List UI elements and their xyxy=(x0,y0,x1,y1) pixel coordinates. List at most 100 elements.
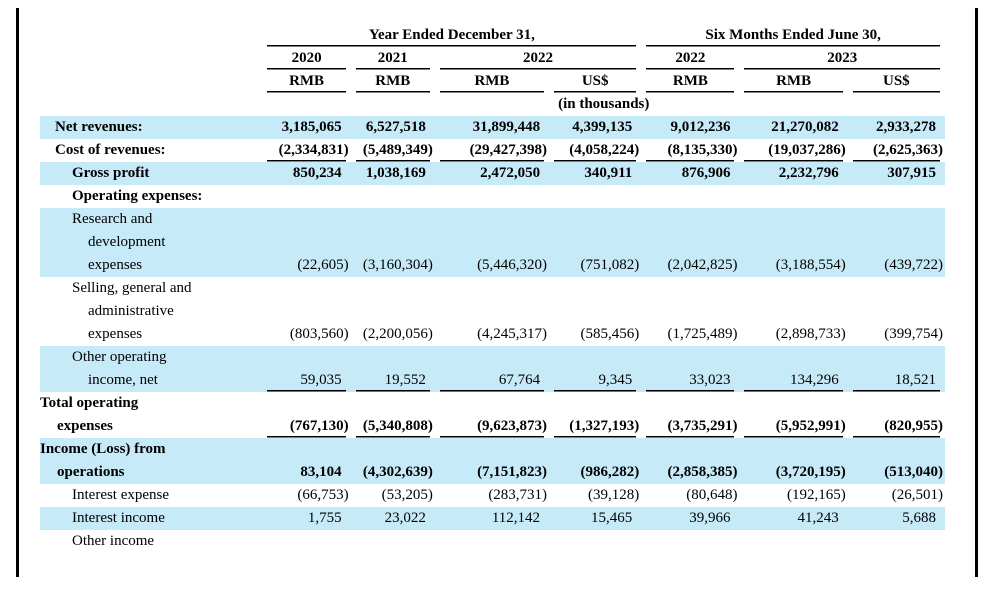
cell-value: (9,623,873) xyxy=(434,392,550,438)
table-row: Gross profit 850,234 1,038,169 2,472,050 340… xyxy=(40,162,945,185)
table-row: Other operating income, net 59,035 19,552 6… xyxy=(40,346,945,392)
cell-value: 876,906 xyxy=(681,165,731,181)
row-label: Cost of revenues: xyxy=(55,142,166,158)
cell-value xyxy=(435,185,549,208)
cell-value: (26,501) xyxy=(891,487,943,503)
cell-value xyxy=(848,185,945,208)
cell-value: 19,552 xyxy=(350,346,435,392)
cell-value: (986,282) xyxy=(580,464,640,480)
cell-value: 6,527,518 xyxy=(365,119,426,135)
cell-value: 307,915 xyxy=(887,165,936,181)
empty-corner-cell xyxy=(40,70,262,93)
cell-value: (4,302,639) xyxy=(362,464,433,480)
cell-value: 134,296 xyxy=(739,346,848,392)
year-header: 2023 xyxy=(739,47,945,70)
row-label: Interest income xyxy=(72,510,165,526)
cell-value: 83,104 xyxy=(300,464,342,480)
cell-value xyxy=(641,185,739,208)
row-label: Selling, general and administrative expe… xyxy=(72,280,192,342)
cell-value: (3,160,304) xyxy=(362,257,433,273)
table-row: Interest expense (66,753) (53,205) (283,731… xyxy=(40,484,945,507)
cell-value: (5,340,808) xyxy=(350,392,435,438)
table-row: Research and development expenses (22,605… xyxy=(40,208,945,277)
year-header: 2022 xyxy=(434,47,642,70)
cell-value: 39,966 xyxy=(689,510,731,526)
row-label: Other operating income, net xyxy=(72,349,167,388)
table-row: Other income xyxy=(40,530,945,553)
cell-value: (66,753) xyxy=(297,487,349,503)
currency-header: US$ xyxy=(549,70,642,93)
cell-value: 112,142 xyxy=(491,510,541,526)
cell-value: (439,722) xyxy=(884,257,943,273)
cell-value: (2,898,733) xyxy=(775,326,846,342)
cell-value: (751,082) xyxy=(580,257,640,273)
col-group-six-months-june-30: Six Months Ended June 30, xyxy=(641,24,945,47)
cell-value: 2,472,050 xyxy=(480,165,541,181)
currency-header-row: RMB RMB RMB US$ RMB RMB US$ xyxy=(40,70,945,93)
cell-value: (803,560) xyxy=(289,326,349,342)
cell-value: 67,764 xyxy=(434,346,550,392)
financial-results-table: Year Ended December 31, Six Months Ended… xyxy=(40,24,945,553)
cell-value: 23,022 xyxy=(384,510,426,526)
cell-value xyxy=(351,530,435,553)
table-header: Year Ended December 31, Six Months Ended… xyxy=(40,24,945,116)
cell-value: (2,200,056) xyxy=(362,326,433,342)
cell-value xyxy=(435,530,549,553)
cell-value xyxy=(739,530,847,553)
row-label: Total operating expenses xyxy=(40,395,139,434)
cell-value: 31,899,448 xyxy=(472,119,541,135)
cell-value: (80,648) xyxy=(686,487,738,503)
currency-header: RMB xyxy=(739,70,848,93)
cell-value: (1,327,193) xyxy=(549,392,642,438)
table-row: Selling, general and administrative expe… xyxy=(40,277,945,346)
cell-value: (767,130) xyxy=(262,392,351,438)
cell-value xyxy=(351,185,435,208)
cell-value: 15,465 xyxy=(591,510,633,526)
row-label: Gross profit xyxy=(72,165,150,181)
cell-value: (8,135,330) xyxy=(641,139,740,162)
row-label: Net revenues: xyxy=(55,119,143,135)
period-group-row: Year Ended December 31, Six Months Ended… xyxy=(40,24,945,47)
table-row: Operating expenses: xyxy=(40,185,945,208)
cell-value: 3,185,065 xyxy=(281,119,342,135)
cell-value: (820,955) xyxy=(847,392,945,438)
cell-value: 4,399,135 xyxy=(572,119,633,135)
cell-value: (192,165) xyxy=(786,487,846,503)
cell-value xyxy=(848,530,945,553)
empty-corner-cell xyxy=(40,24,262,47)
row-label: Interest expense xyxy=(72,487,170,503)
table-row: Interest income 1,755 23,022 112,142 15,465 3… xyxy=(40,507,945,530)
cell-value: 1,038,169 xyxy=(365,165,426,181)
cell-value: 59,035 xyxy=(262,346,351,392)
cell-value: (513,040) xyxy=(884,464,943,480)
table-body: Net revenues: 3,185,065 6,527,518 31,899,44… xyxy=(40,116,945,553)
currency-header: RMB xyxy=(434,70,550,93)
currency-header: RMB xyxy=(262,70,351,93)
cell-value xyxy=(262,185,350,208)
cell-value: (399,754) xyxy=(884,326,943,342)
cell-value xyxy=(549,530,641,553)
cell-value xyxy=(739,185,847,208)
cell-value: (4,058,224) xyxy=(549,139,642,162)
year-header: 2020 xyxy=(262,47,351,70)
table-row: Income (Loss) from operations 83,104 (4,30… xyxy=(40,438,945,484)
cell-value: (4,245,317) xyxy=(477,326,548,342)
currency-header: RMB xyxy=(641,70,740,93)
cell-value: (3,720,195) xyxy=(775,464,846,480)
cell-value: 2,933,278 xyxy=(876,119,936,135)
currency-header: US$ xyxy=(847,70,945,93)
cell-value: 1,755 xyxy=(307,510,342,526)
row-label: Research and development expenses xyxy=(72,211,166,273)
cell-value: 340,911 xyxy=(584,165,633,181)
col-group-year-ended-dec-31: Year Ended December 31, xyxy=(262,24,642,47)
row-label: Other income xyxy=(72,533,155,549)
cell-value: (3,735,291) xyxy=(641,392,740,438)
cell-value: (5,446,320) xyxy=(477,257,548,273)
row-label: Income (Loss) from operations xyxy=(40,441,166,480)
cell-value: 41,243 xyxy=(797,510,839,526)
cell-value: 33,023 xyxy=(641,346,740,392)
cell-value: (19,037,286) xyxy=(739,139,848,162)
row-label: Operating expenses: xyxy=(72,188,203,204)
cell-value xyxy=(549,185,641,208)
